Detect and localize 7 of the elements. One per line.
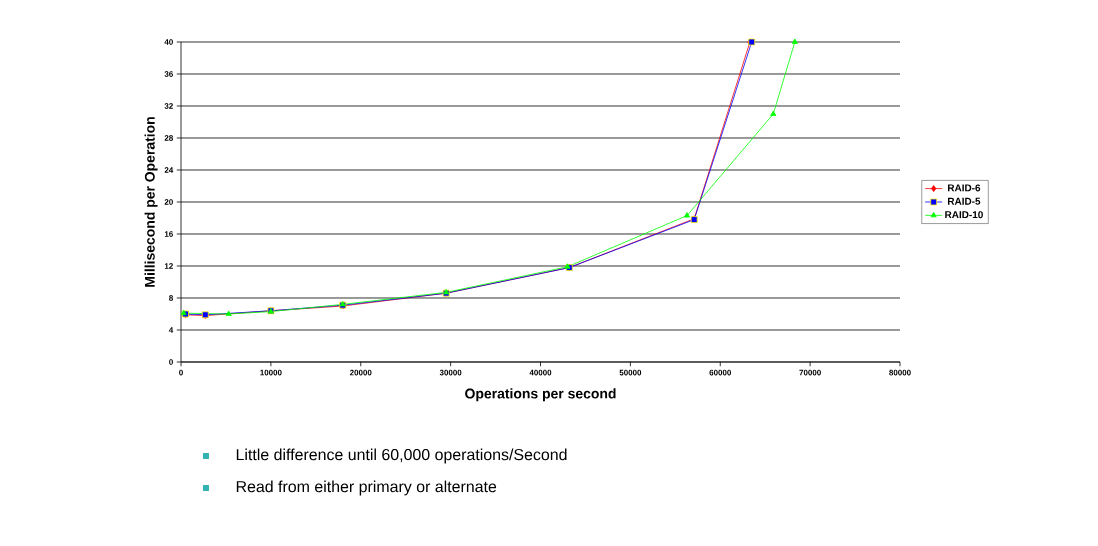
legend-label: RAID-10 <box>945 211 983 219</box>
legend-label: RAID-5 <box>948 197 981 205</box>
x-axis-title: Operations per second <box>465 388 616 402</box>
legend-label: RAID-6 <box>948 184 981 192</box>
y-axis-title: Millisecond per Operation <box>144 117 158 287</box>
text: Read from either primary or alternate <box>236 480 497 496</box>
text: Little difference until 60,000 operations/Second <box>236 448 567 464</box>
